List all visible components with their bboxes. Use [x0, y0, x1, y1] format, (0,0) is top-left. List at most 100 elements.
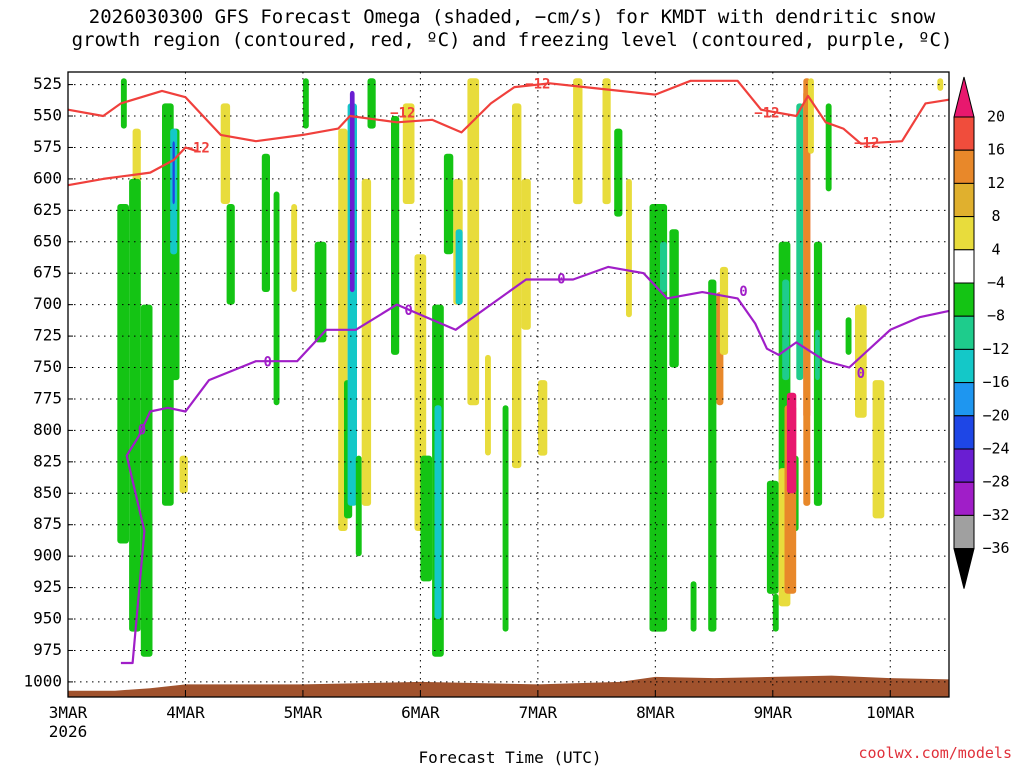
colorbar-segment: [953, 182, 975, 218]
colorbar-label: −12: [982, 340, 1009, 358]
colorbar-segment: [953, 481, 975, 516]
omega-cell: [172, 141, 175, 205]
colorbar-label: −28: [982, 473, 1009, 491]
x-axis: 3MAR 4MAR 5MAR 6MAR 7MAR 8MAR 9MAR 10MAR 2026 For…: [49, 691, 915, 767]
x-tick-label: 3MAR: [49, 703, 88, 722]
y-tick-label: 975: [33, 640, 62, 659]
omega-cell: [220, 103, 231, 204]
title-line-1: 2026030300 GFS Forecast Omega (shaded, −…: [88, 6, 936, 28]
omega-cell: [796, 103, 804, 381]
colorbar-segment: [953, 216, 975, 251]
omega-cell: [420, 455, 433, 582]
contour-label: 0: [404, 303, 412, 319]
freezing-level-contour: [120, 265, 950, 665]
y-tick-label: 575: [33, 137, 62, 156]
y-tick-label: 875: [33, 514, 62, 533]
colorbar-segment: [953, 249, 975, 284]
contour-label: −12: [525, 77, 550, 93]
y-tick-label: 775: [33, 388, 62, 407]
omega-cell: [537, 380, 548, 456]
colorbar-segment: [953, 116, 975, 151]
omega-cell: [602, 78, 611, 205]
contour-label: −12: [185, 141, 210, 157]
contour-label: 0: [857, 366, 865, 382]
colorbar-label: −32: [982, 506, 1009, 524]
colorbar-label: −16: [982, 373, 1009, 391]
colorbar-label: −4: [987, 274, 1005, 292]
omega-cell: [719, 266, 729, 355]
omega-cell: [521, 178, 531, 330]
y-tick-label: 950: [33, 609, 62, 628]
x-tick-label: 6MAR: [401, 703, 440, 722]
colorbar-label: 20: [987, 108, 1005, 126]
dgz-contour-upper: [67, 79, 950, 145]
y-tick-label: 550: [33, 106, 62, 125]
omega-cell: [855, 304, 867, 418]
colorbar-segment: [953, 448, 975, 483]
omega-cell: [361, 178, 372, 506]
omega-cell: [140, 304, 153, 657]
colorbar-label: 16: [987, 141, 1005, 159]
y-tick-label: 625: [33, 200, 62, 219]
y-axis: 525 550 575 600 625 650 675 700 725 750 775 800 825 8…: [23, 74, 73, 690]
omega-cell: [766, 480, 779, 594]
omega-cell: [872, 380, 885, 519]
omega-cell: [660, 241, 667, 293]
x-tick-year: 2026: [49, 722, 88, 741]
colorbar-label: −36: [982, 539, 1009, 557]
omega-cell: [434, 405, 442, 619]
title-line-2: growth region (contoured, red, ºC) and f…: [71, 29, 953, 51]
y-tick-label: 825: [33, 451, 62, 470]
omega-cell: [803, 78, 811, 506]
x-tick-label: 5MAR: [284, 703, 323, 722]
colorbar-segment: [953, 415, 975, 450]
colorbar-segment: [953, 348, 975, 384]
contour-label: 0: [557, 271, 565, 287]
plot-frame: [67, 71, 950, 698]
colorbar-segment: [953, 282, 975, 317]
colorbar-top-arrow: [953, 76, 975, 118]
colorbar-label: −8: [987, 307, 1005, 325]
colorbar-segment: [953, 382, 975, 417]
x-tick-label: 8MAR: [636, 703, 675, 722]
y-tick-label: 600: [33, 168, 62, 187]
omega-cell: [355, 455, 362, 557]
omega-cell: [502, 405, 509, 632]
omega-cell: [690, 581, 697, 632]
omega-cell: [669, 229, 679, 368]
colorbar-label: 8: [991, 207, 1000, 225]
omega-cell: [314, 241, 327, 343]
y-tick-label: 900: [33, 546, 62, 565]
omega-cell: [614, 128, 623, 217]
temperature-contours: −12 −12 −12 −12 −12 0 0 0 0 0 0: [67, 77, 950, 665]
x-tick-label: 9MAR: [754, 703, 793, 722]
omega-cell: [129, 178, 141, 632]
omega-cell: [772, 593, 779, 632]
colorbar-label: 12: [987, 174, 1005, 192]
omega-cell: [273, 191, 280, 406]
y-tick-label: 700: [33, 294, 62, 313]
omega-cell: [291, 204, 298, 292]
omega-cell: [261, 153, 270, 292]
omega-cell: [467, 78, 480, 406]
omega-shading: [117, 78, 944, 657]
contour-label: −12: [390, 105, 415, 121]
terrain-fill: [68, 675, 949, 697]
omega-cell: [349, 90, 355, 293]
y-tick-label: 675: [33, 263, 62, 282]
y-tick-label: 525: [33, 74, 62, 93]
x-tick-label: 10MAR: [866, 703, 915, 722]
omega-cell: [937, 78, 944, 91]
contour-label: −12: [854, 136, 879, 152]
omega-cell: [402, 103, 415, 204]
x-axis-label: Forecast Time (UTC): [418, 748, 601, 767]
y-tick-label: 800: [33, 420, 62, 439]
chart-title: 2026030300 GFS Forecast Omega (shaded, −…: [0, 6, 1024, 52]
omega-cell: [626, 178, 632, 318]
dgz-contour-lower: [67, 146, 198, 187]
omega-cell: [391, 116, 400, 355]
colorbar-segment: [953, 514, 975, 550]
omega-cell: [179, 455, 188, 494]
omega-cell: [367, 78, 376, 129]
